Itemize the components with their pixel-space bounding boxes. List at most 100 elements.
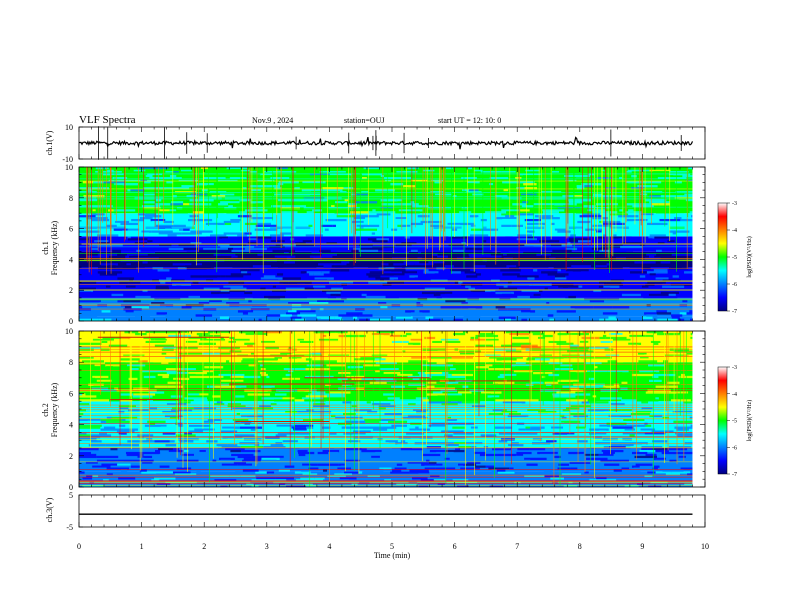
spectrogram-texture bbox=[185, 391, 207, 394]
spectrogram-texture bbox=[523, 183, 537, 186]
spectrogram-texture bbox=[158, 232, 182, 235]
spectrogram-texture bbox=[362, 416, 382, 420]
spectrogram-texture bbox=[619, 185, 638, 188]
spectrogram-texture bbox=[285, 373, 292, 377]
spectrogram-texture bbox=[155, 287, 170, 290]
spectrogram-texture bbox=[253, 310, 274, 313]
spectrogram-texture bbox=[619, 453, 624, 457]
spectrogram-texture bbox=[653, 465, 660, 468]
spectrogram-texture bbox=[299, 446, 323, 449]
spectrogram-texture bbox=[418, 485, 429, 487]
spectrogram-texture bbox=[343, 397, 362, 400]
x-tick-label: 2 bbox=[202, 542, 206, 551]
spectrogram-texture bbox=[332, 471, 345, 474]
spectrogram-texture bbox=[247, 312, 263, 315]
spectrogram-texture bbox=[508, 397, 527, 400]
spectrogram-texture bbox=[385, 407, 392, 410]
spectrogram-texture bbox=[179, 440, 185, 443]
spectrogram-texture bbox=[652, 426, 675, 429]
spectrogram-texture bbox=[671, 314, 683, 317]
spectrogram-texture bbox=[147, 416, 160, 420]
spectrogram-texture bbox=[487, 395, 500, 398]
colorbar-tick-label: -5 bbox=[732, 419, 737, 425]
spectrogram-texture bbox=[662, 444, 666, 447]
spectrogram-texture bbox=[234, 434, 255, 437]
spectrogram-texture bbox=[537, 238, 544, 241]
spectrogram-texture bbox=[229, 185, 251, 188]
spectrogram-texture bbox=[344, 334, 366, 338]
spectrogram-texture bbox=[612, 459, 629, 462]
colorbar-tick-label: -6 bbox=[732, 445, 737, 451]
spectrogram-texture bbox=[652, 364, 665, 367]
spectrogram-texture bbox=[239, 222, 245, 226]
spectrogram-texture bbox=[475, 224, 497, 227]
spectrogram-texture bbox=[261, 457, 280, 460]
spectrogram-texture bbox=[127, 189, 131, 192]
spectrogram-texture bbox=[111, 416, 133, 420]
spectrogram-texture bbox=[655, 251, 662, 254]
spectrogram-texture bbox=[452, 181, 468, 184]
spectrogram-texture bbox=[298, 453, 306, 457]
spectrogram-texture bbox=[244, 247, 267, 251]
spectrogram-texture bbox=[79, 251, 85, 254]
spectrogram-texture bbox=[446, 375, 466, 379]
spectrogram-texture bbox=[548, 362, 563, 365]
spectrogram-texture bbox=[544, 432, 553, 435]
spectrogram-texture bbox=[311, 240, 332, 243]
spectrogram-texture bbox=[231, 465, 253, 468]
spectrogram-texture bbox=[167, 234, 177, 237]
spectrogram-texture bbox=[603, 451, 615, 455]
spectrogram-texture bbox=[683, 401, 693, 404]
spectrogram-texture bbox=[219, 316, 230, 319]
spectrogram-texture bbox=[166, 403, 187, 406]
spectrogram-texture bbox=[436, 364, 454, 367]
spectrogram-texture bbox=[444, 434, 453, 437]
spectrogram-texture bbox=[547, 377, 568, 381]
spectrogram-texture bbox=[387, 247, 399, 251]
spectrogram-texture bbox=[263, 331, 272, 334]
spectrogram-texture bbox=[220, 381, 226, 384]
spectrogram-texture bbox=[127, 177, 143, 180]
spectrogram-texture bbox=[166, 401, 174, 404]
spectrogram-texture bbox=[254, 228, 278, 231]
spectrogram-texture bbox=[641, 401, 649, 404]
spectrogram-texture bbox=[234, 467, 255, 470]
spectrogram-texture bbox=[154, 338, 167, 342]
y-tick-label: 2 bbox=[69, 452, 73, 461]
spectrogram-texture bbox=[525, 169, 540, 172]
spectrogram-texture bbox=[121, 418, 126, 421]
spectrogram-texture bbox=[453, 332, 466, 336]
spectrogram-texture bbox=[645, 473, 666, 476]
spectrogram-texture bbox=[84, 251, 100, 254]
spectrogram-texture bbox=[357, 416, 363, 420]
spectrogram-texture bbox=[429, 449, 446, 453]
spectrogram-texture bbox=[427, 358, 431, 361]
spectrogram-texture bbox=[613, 249, 627, 252]
spectrogram-texture bbox=[133, 387, 138, 390]
spectrogram-texture bbox=[517, 399, 539, 402]
spectrogram-texture bbox=[428, 461, 437, 464]
spectrogram-texture bbox=[595, 267, 607, 270]
spectrogram-texture bbox=[139, 247, 149, 251]
spectrogram-texture bbox=[260, 263, 264, 266]
colorbar-tick-label: -3 bbox=[732, 365, 737, 371]
spectrogram-texture bbox=[417, 420, 430, 423]
spectrogram-texture bbox=[657, 177, 669, 180]
spectrogram-texture bbox=[331, 265, 354, 268]
spectrogram-texture bbox=[125, 316, 146, 319]
spectrogram-texture bbox=[464, 354, 481, 357]
spectrogram-texture bbox=[262, 426, 275, 429]
spectrogram-texture bbox=[306, 373, 328, 377]
spectrogram-texture bbox=[550, 477, 565, 480]
spectrogram-texture bbox=[559, 308, 575, 311]
spectrogram-texture bbox=[652, 440, 668, 443]
spectrogram-texture bbox=[512, 336, 529, 340]
spectrogram-body bbox=[79, 331, 693, 487]
spectrogram-texture bbox=[229, 232, 245, 235]
spectrogram-texture bbox=[557, 269, 561, 272]
spectrogram-texture bbox=[496, 224, 502, 227]
spectrogram-texture bbox=[214, 428, 234, 431]
spectrogram-texture bbox=[203, 177, 226, 180]
spectrogram-texture bbox=[502, 356, 520, 359]
spectrogram-texture bbox=[446, 418, 451, 421]
